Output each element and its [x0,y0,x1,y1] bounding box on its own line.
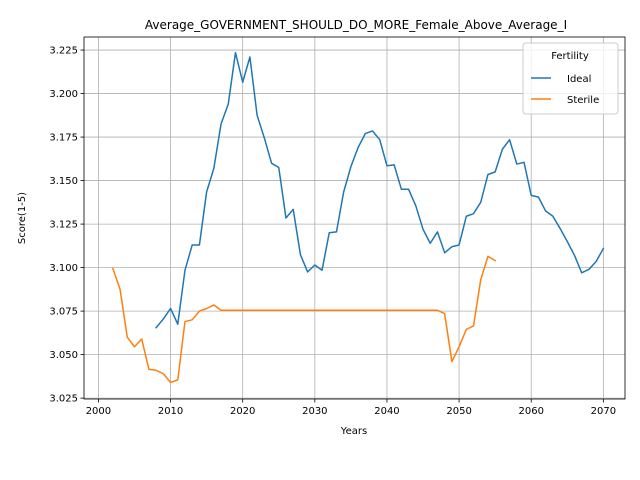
series-line-ideal [155,51,605,329]
series-layer [111,51,605,384]
x-tick-label: 2010 [158,406,183,417]
plot-frame [83,36,626,400]
legend-box [522,42,619,115]
legend-label-ideal: Ideal [567,74,591,85]
legend: Fertility Ideal Sterile [522,42,619,115]
x-tick-label: 2050 [446,406,471,417]
x-tick-label: 2040 [374,406,399,417]
y-tick-label: 3.125 [49,220,78,231]
x-tick-label: 2060 [519,406,544,417]
x-tick-label: 2020 [230,406,255,417]
series-line-sterile [111,255,497,384]
y-tick-label: 3.050 [49,350,78,361]
axis-ticks: 2000 2010 2020 2030 2040 2050 2060 2070 3.025 3.0… [49,46,616,417]
y-tick-label: 3.175 [49,133,78,144]
chart-title: Average_GOVERNMENT_SHOULD_DO_MORE_Female… [145,18,567,32]
y-tick-label: 3.100 [49,263,78,274]
y-tick-label: 3.075 [49,307,78,318]
x-axis-label: Years [340,426,367,437]
y-axis-label: Score(1-5) [17,192,28,244]
y-tick-label: 3.225 [49,46,78,57]
x-tick-label: 2030 [302,406,327,417]
legend-title: Fertility [551,51,589,62]
x-tick-label: 2070 [591,406,616,417]
legend-label-sterile: Sterile [567,95,599,106]
y-tick-label: 3.200 [49,89,78,100]
y-tick-label: 3.025 [49,394,78,405]
x-tick-label: 2000 [86,406,111,417]
y-tick-label: 3.150 [49,176,78,187]
